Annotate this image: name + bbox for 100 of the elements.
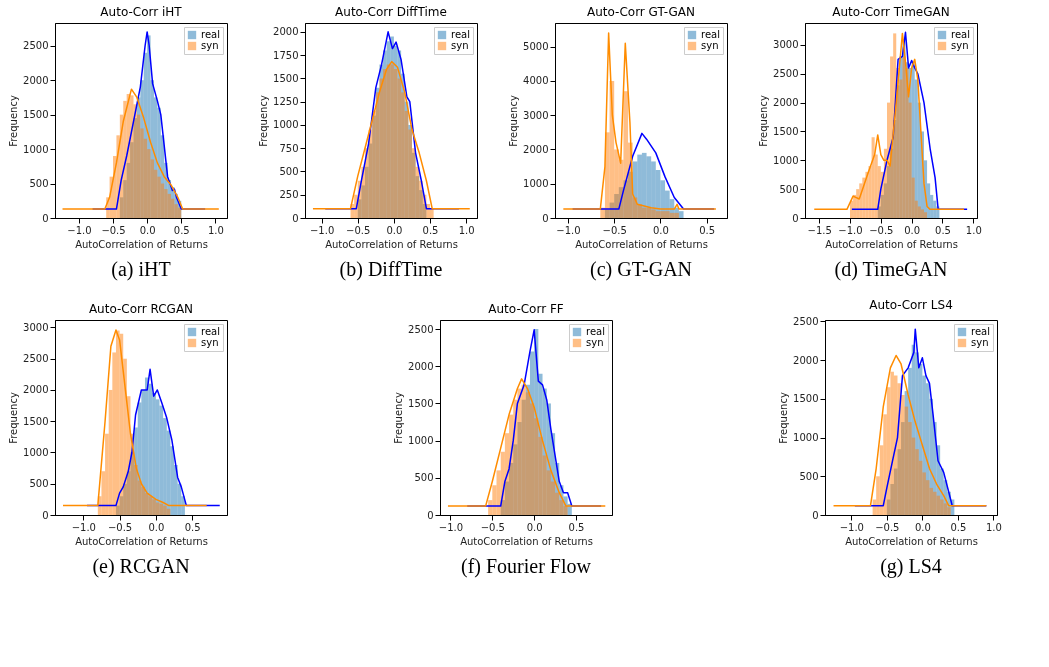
- y-tick-label: 1500: [23, 415, 49, 427]
- y-tick-label: 1000: [273, 119, 299, 131]
- y-axis-title: Frequency: [508, 95, 520, 147]
- x-tick-label: −1.0: [838, 224, 863, 236]
- y-axis-title: Frequency: [8, 392, 20, 444]
- y-tick-label: 250: [279, 189, 299, 201]
- y-tick-label: 2500: [23, 353, 49, 365]
- y-tick-label: 500: [279, 165, 299, 177]
- x-tick-label: −0.5: [101, 224, 126, 236]
- x-axis-title: AutoCorrelation of Returns: [845, 535, 978, 547]
- x-axis-title: AutoCorrelation of Returns: [75, 535, 208, 547]
- y-tick-label: 3000: [773, 39, 799, 51]
- y-tick-label: 0: [42, 509, 49, 521]
- y-axis-title: Frequency: [778, 392, 790, 444]
- x-tick-label: 0.5: [173, 224, 190, 236]
- y-tick-label: 1500: [773, 125, 799, 137]
- x-tick-label: 1.0: [207, 224, 224, 236]
- x-tick-label: 1.0: [458, 224, 475, 236]
- chart-title: Auto-Corr DiffTime: [335, 5, 447, 19]
- x-tick-label: 0.5: [950, 521, 967, 533]
- x-axis-title: AutoCorrelation of Returns: [75, 238, 208, 250]
- x-tick-label: 1.0: [965, 224, 982, 236]
- x-tick-label: −0.5: [869, 224, 894, 236]
- y-tick-label: 1500: [23, 109, 49, 121]
- x-tick-label: 0.0: [914, 521, 931, 533]
- chart-title: Auto-Corr GT-GAN: [587, 5, 695, 19]
- x-tick-label: 0.0: [386, 224, 403, 236]
- y-tick-label: 2000: [23, 384, 49, 396]
- x-tick-label: 0.5: [699, 224, 716, 236]
- x-tick-label: 0.0: [904, 224, 921, 236]
- y-tick-label: 2000: [523, 143, 549, 155]
- x-tick-label: −1.0: [839, 521, 864, 533]
- y-tick-label: 2500: [23, 40, 49, 52]
- y-tick-label: 1500: [793, 393, 819, 405]
- x-tick-label: −1.0: [556, 224, 581, 236]
- x-tick-label: −1.0: [438, 521, 464, 533]
- x-tick-label: 0.0: [652, 224, 669, 236]
- x-tick-label: 0.0: [526, 521, 543, 533]
- legend-label: syn: [951, 40, 969, 51]
- legend-label: syn: [201, 40, 219, 51]
- text: (g) LS4: [880, 555, 942, 578]
- y-axis-title: Frequency: [758, 95, 770, 147]
- x-tick-label: −0.5: [346, 224, 371, 236]
- x-tick-label: 0.5: [935, 224, 951, 236]
- y-tick-label: 500: [799, 470, 819, 482]
- y-tick-label: 750: [279, 142, 299, 154]
- chart-title: Auto-Corr LS4: [869, 298, 953, 313]
- y-tick-label: 4000: [523, 75, 549, 87]
- y-tick-label: 0: [292, 212, 299, 224]
- legend-label: syn: [701, 40, 719, 51]
- y-tick-label: 1000: [523, 178, 549, 190]
- text: (a) iHT: [111, 258, 171, 281]
- y-tick-label: 2000: [273, 26, 299, 38]
- y-tick-label: 5000: [523, 41, 549, 53]
- y-tick-label: 1250: [273, 96, 299, 108]
- y-tick-label: 1750: [273, 49, 299, 61]
- legend-label: real: [201, 29, 220, 40]
- y-tick-label: 2000: [773, 97, 799, 109]
- chart-title: Auto-Corr FF: [488, 302, 564, 316]
- x-tick-label: −1.0: [71, 521, 96, 533]
- y-tick-label: 0: [792, 212, 799, 224]
- x-tick-label: 1.0: [985, 521, 1002, 533]
- y-tick-label: 3000: [523, 109, 549, 121]
- y-tick-label: 1500: [408, 397, 434, 409]
- legend-label: syn: [586, 337, 604, 348]
- y-tick-label: 2500: [793, 315, 819, 327]
- x-tick-label: −1.0: [67, 224, 92, 236]
- y-tick-label: 1000: [23, 446, 49, 458]
- y-tick-label: 2500: [408, 323, 434, 335]
- x-tick-label: 0.5: [184, 521, 201, 533]
- x-tick-label: −1.5: [807, 224, 832, 236]
- x-tick-label: 0.0: [139, 224, 156, 236]
- text: (f) Fourier Flow: [461, 555, 592, 578]
- x-tick-label: −1.0: [309, 224, 335, 236]
- text: (e) RCGAN: [92, 555, 190, 578]
- y-tick-label: 2500: [773, 68, 799, 80]
- legend-label: syn: [971, 337, 989, 348]
- x-axis-title: AutoCorrelation of Returns: [460, 535, 593, 547]
- y-tick-label: 500: [414, 472, 434, 484]
- y-tick-label: 0: [42, 212, 49, 224]
- legend-label: real: [586, 326, 605, 337]
- y-axis-title: Frequency: [258, 95, 270, 147]
- x-tick-label: −0.5: [875, 521, 900, 533]
- y-axis-title: Frequency: [8, 95, 20, 147]
- legend-label: syn: [451, 40, 469, 51]
- text: (b) DiffTime: [339, 258, 443, 281]
- text: (d) TimeGAN: [834, 258, 948, 281]
- legend-label: syn: [201, 337, 219, 348]
- chart-title: Auto-Corr RCGAN: [88, 302, 194, 316]
- legend-label: real: [451, 29, 470, 40]
- x-axis-title: AutoCorrelation of Returns: [825, 238, 958, 250]
- y-tick-label: 500: [779, 183, 799, 195]
- x-tick-label: −0.5: [602, 224, 627, 236]
- text: (c) GT-GAN: [589, 258, 693, 281]
- x-tick-label: 0.0: [148, 521, 165, 533]
- legend-label: real: [971, 326, 990, 337]
- y-tick-label: 3000: [23, 321, 49, 333]
- x-axis-title: AutoCorrelation of Returns: [575, 238, 708, 250]
- chart-title: Auto-Corr iHT: [100, 5, 183, 19]
- y-tick-label: 1000: [793, 432, 819, 444]
